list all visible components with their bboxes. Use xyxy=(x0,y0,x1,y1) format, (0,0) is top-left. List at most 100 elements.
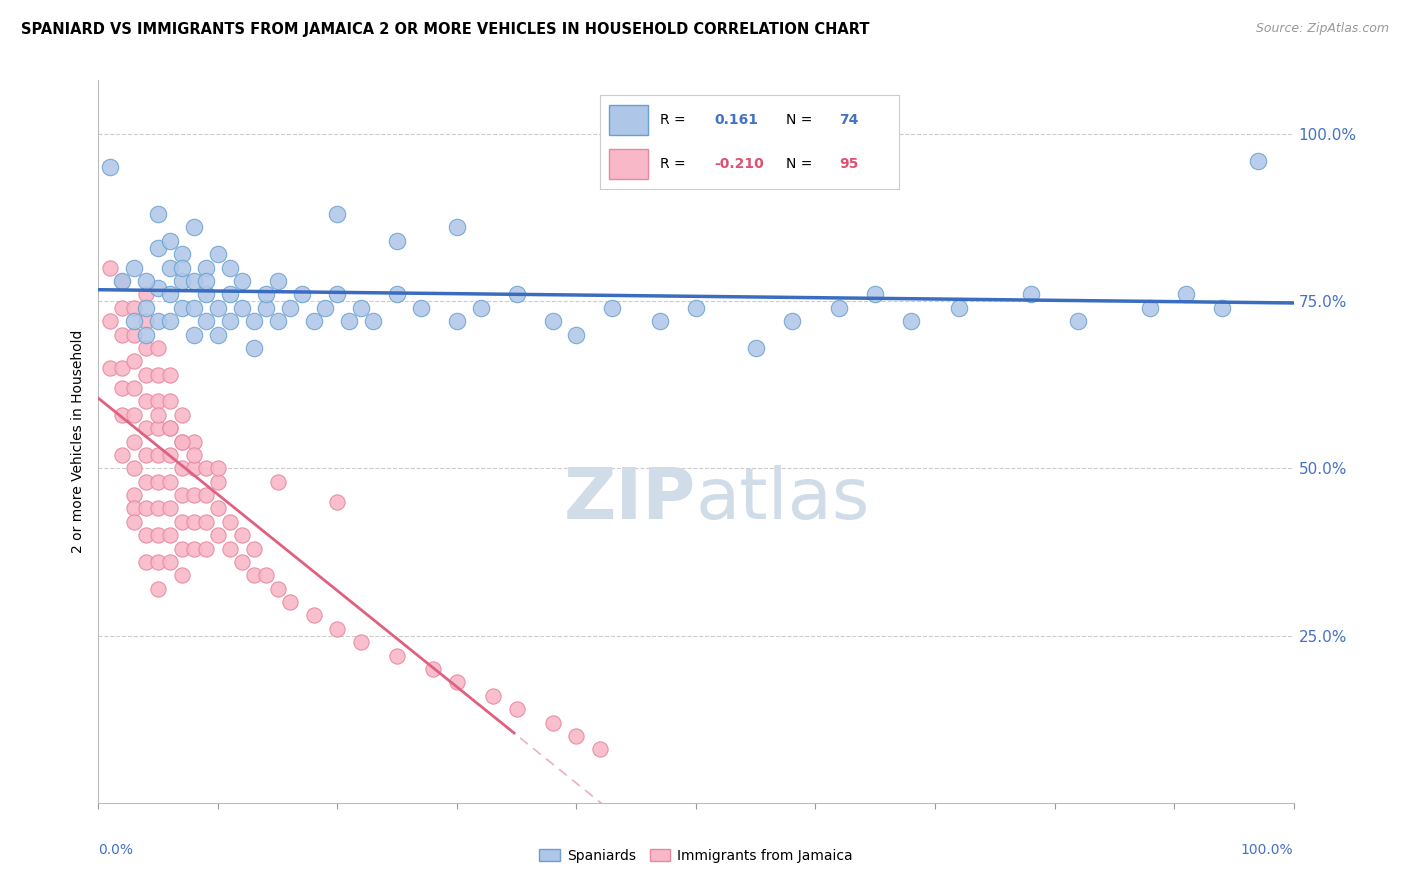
Point xyxy=(207,501,229,516)
Point xyxy=(124,488,146,502)
Point xyxy=(148,408,170,422)
Point xyxy=(183,461,205,475)
Point xyxy=(219,541,242,556)
Point xyxy=(278,301,301,315)
Point xyxy=(135,394,157,409)
Point xyxy=(385,234,409,248)
Y-axis label: 2 or more Vehicles in Household: 2 or more Vehicles in Household xyxy=(72,330,86,553)
Point xyxy=(98,161,122,175)
Text: Source: ZipAtlas.com: Source: ZipAtlas.com xyxy=(1256,22,1389,36)
Point xyxy=(446,220,468,235)
Text: 0.0%: 0.0% xyxy=(98,843,134,856)
Point xyxy=(363,314,385,328)
Point xyxy=(111,361,134,376)
Point xyxy=(302,314,325,328)
Point xyxy=(231,555,253,569)
Point xyxy=(159,260,181,275)
Point xyxy=(648,314,672,328)
Point xyxy=(111,274,134,288)
Point xyxy=(243,341,266,355)
Point xyxy=(124,327,146,342)
Point xyxy=(385,648,409,663)
Point xyxy=(541,715,564,730)
Point xyxy=(207,475,229,489)
Point xyxy=(745,341,768,355)
Point xyxy=(219,314,242,328)
Point xyxy=(828,301,851,315)
Point xyxy=(195,260,218,275)
Point xyxy=(172,488,194,502)
Point xyxy=(411,301,433,315)
Point xyxy=(135,475,157,489)
Point xyxy=(183,301,205,315)
Point xyxy=(267,314,290,328)
Point xyxy=(148,314,170,328)
Point xyxy=(195,287,218,301)
Point xyxy=(207,461,229,475)
Point xyxy=(148,281,170,295)
Point xyxy=(172,274,194,288)
Point xyxy=(111,301,134,315)
Point xyxy=(446,675,468,690)
Point xyxy=(267,274,290,288)
Point xyxy=(172,461,194,475)
Point xyxy=(98,361,122,376)
Point xyxy=(195,461,218,475)
Point xyxy=(124,381,146,395)
Point xyxy=(135,274,157,288)
Point xyxy=(159,528,181,542)
Point xyxy=(195,541,218,556)
Point xyxy=(565,729,588,743)
Point xyxy=(948,301,970,315)
Point xyxy=(326,287,349,301)
Point xyxy=(148,368,170,382)
Point xyxy=(135,501,157,516)
Point xyxy=(302,608,325,623)
Point xyxy=(124,501,146,516)
Point xyxy=(195,488,218,502)
Point xyxy=(1067,314,1090,328)
Point xyxy=(207,327,229,342)
Text: 100.0%: 100.0% xyxy=(1241,843,1294,856)
Point xyxy=(172,541,194,556)
Point xyxy=(541,314,564,328)
Point xyxy=(183,274,205,288)
Text: ZIP: ZIP xyxy=(564,465,696,533)
Point xyxy=(159,234,181,248)
Point xyxy=(183,488,205,502)
Point xyxy=(231,528,253,542)
Point xyxy=(135,528,157,542)
Point xyxy=(446,314,468,328)
Point xyxy=(148,241,170,255)
Point xyxy=(159,368,181,382)
Point xyxy=(159,287,181,301)
Point xyxy=(159,501,181,516)
Point xyxy=(148,421,170,435)
Point xyxy=(267,475,290,489)
Point xyxy=(900,314,922,328)
Point xyxy=(254,301,277,315)
Point xyxy=(207,247,229,261)
Point xyxy=(685,301,707,315)
Point xyxy=(243,568,266,582)
Point xyxy=(506,287,529,301)
Point xyxy=(1019,287,1042,301)
Point xyxy=(350,635,373,649)
Point xyxy=(589,742,612,756)
Point xyxy=(148,528,170,542)
Point xyxy=(172,247,194,261)
Point xyxy=(124,434,146,449)
Point xyxy=(254,287,277,301)
Point xyxy=(111,408,134,422)
Point xyxy=(111,274,134,288)
Point xyxy=(159,421,181,435)
Point xyxy=(148,475,170,489)
Point xyxy=(159,448,181,462)
Point xyxy=(135,421,157,435)
Point xyxy=(1211,301,1233,315)
Point xyxy=(183,541,205,556)
Point xyxy=(124,354,146,368)
Point xyxy=(172,434,194,449)
Point xyxy=(315,301,337,315)
Point xyxy=(124,408,146,422)
